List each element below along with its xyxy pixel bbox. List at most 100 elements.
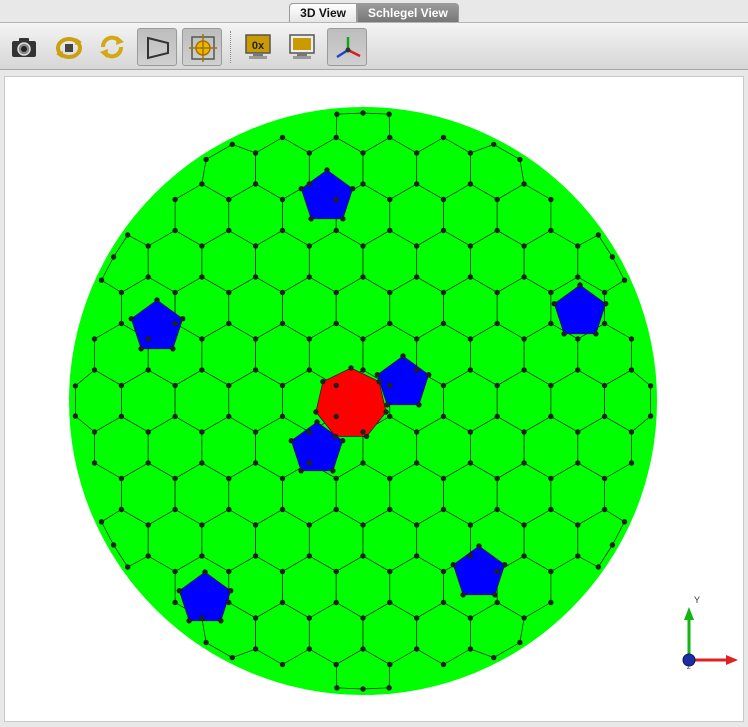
rotate-icon [56,37,82,59]
vertex-dot [494,568,500,575]
vertex-dot [288,438,294,444]
vertex-dot [314,419,320,425]
vertex-dot [360,553,366,559]
vertex-dot [333,568,339,575]
axes-button[interactable] [327,28,367,66]
vertex-dot [252,367,259,373]
vertex-dot [575,522,581,528]
vertex-dot [601,382,608,389]
vertex-dot [218,618,224,624]
vertex-dot [595,232,601,238]
vertex-dot [313,409,319,415]
vertex-dot [494,289,500,296]
rotate-button[interactable] [48,28,88,66]
vertex-dot [440,289,447,296]
fullerene-schlegel-diagram [69,107,657,695]
vertex-dot [252,243,259,249]
vertex-dot [91,460,98,466]
vertex-dot [467,274,474,280]
vertex-dot [609,254,616,260]
vertex-dot [387,227,393,234]
vertex-dot [548,506,554,513]
perspective-button[interactable] [137,28,177,66]
vertex-dot [110,254,117,260]
vertex-dot [414,429,420,435]
vertex-dot [548,227,554,234]
vertex-dot [72,383,79,389]
vertex-dot [548,475,554,482]
vertex-dot [360,336,366,342]
vertex-dot [308,216,314,222]
camera-button[interactable] [4,28,44,66]
vertex-dot [426,372,432,378]
vertex-dot [467,181,474,187]
vertex-dot [226,506,232,513]
vertex-dot [172,568,178,575]
vertex-dot [440,134,447,141]
vertex-dot [186,618,192,624]
vertex-dot [467,243,474,249]
vertex-dot [440,661,447,668]
vertex-dot [360,615,366,621]
vertex-dot [521,615,527,621]
vertex-dot [440,227,447,234]
vertex-dot [333,506,339,513]
vertex-dot [203,156,209,163]
vertex-dot [376,378,382,385]
vertex-dot [199,522,205,528]
vertex-dot [332,433,339,440]
vertex-dot [252,336,259,342]
vertex-dot [621,519,628,525]
vertex-dot [414,367,420,373]
vertex-dot [575,553,581,559]
vertex-dot [601,289,608,296]
hex-display-button[interactable]: 0x [238,28,278,66]
vertex-dot [252,553,259,559]
vertex-dot [172,289,178,296]
vertex-dot [91,429,98,435]
vertex-dot [145,336,151,342]
vertex-dot [521,181,527,187]
tab-3d-view[interactable]: 3D View [289,3,357,22]
schlegel-canvas[interactable] [4,76,744,722]
refresh-button[interactable] [92,28,132,66]
vertex-dot [628,460,635,466]
view-tabs: 3D View Schlegel View [0,0,748,22]
vertex-dot [306,274,312,280]
vertex-dot [128,316,134,322]
vertex-dot [110,542,117,548]
vertex-dot [360,110,366,116]
vertex-dot [647,413,654,419]
vertex-dot [387,599,393,606]
vertex-dot [387,506,393,513]
vertex-dot [170,346,176,352]
vertex-dot [494,320,500,327]
pentagon-face [290,421,344,472]
vertex-dot [387,196,393,203]
vertex-dot [333,382,339,389]
tab-schlegel-view[interactable]: Schlegel View [356,3,459,22]
vertex-dot [628,367,635,373]
vertex-dot [521,243,527,249]
vertex-dot [118,506,125,513]
vertex-dot [333,196,339,203]
perspective-icon [147,36,169,60]
vertex-dot [414,522,420,528]
vertex-dot [306,367,312,373]
display-settings-button[interactable] [282,28,322,66]
y-arrow-head [684,607,694,620]
vertex-dot [521,460,527,466]
vertex-dot [72,413,79,419]
pentagon-face [130,299,184,350]
vertex-dot [575,367,581,373]
vertex-dot [279,382,286,389]
vertex-dot [467,615,474,621]
center-button[interactable] [182,28,222,66]
vertex-dot [360,522,366,528]
vertex-dot [226,599,232,606]
vertex-dot [383,409,389,415]
vertex-dot [334,685,340,691]
vertex-dot [467,646,474,652]
vertex-dot [199,181,205,187]
vertex-dot [145,243,151,249]
